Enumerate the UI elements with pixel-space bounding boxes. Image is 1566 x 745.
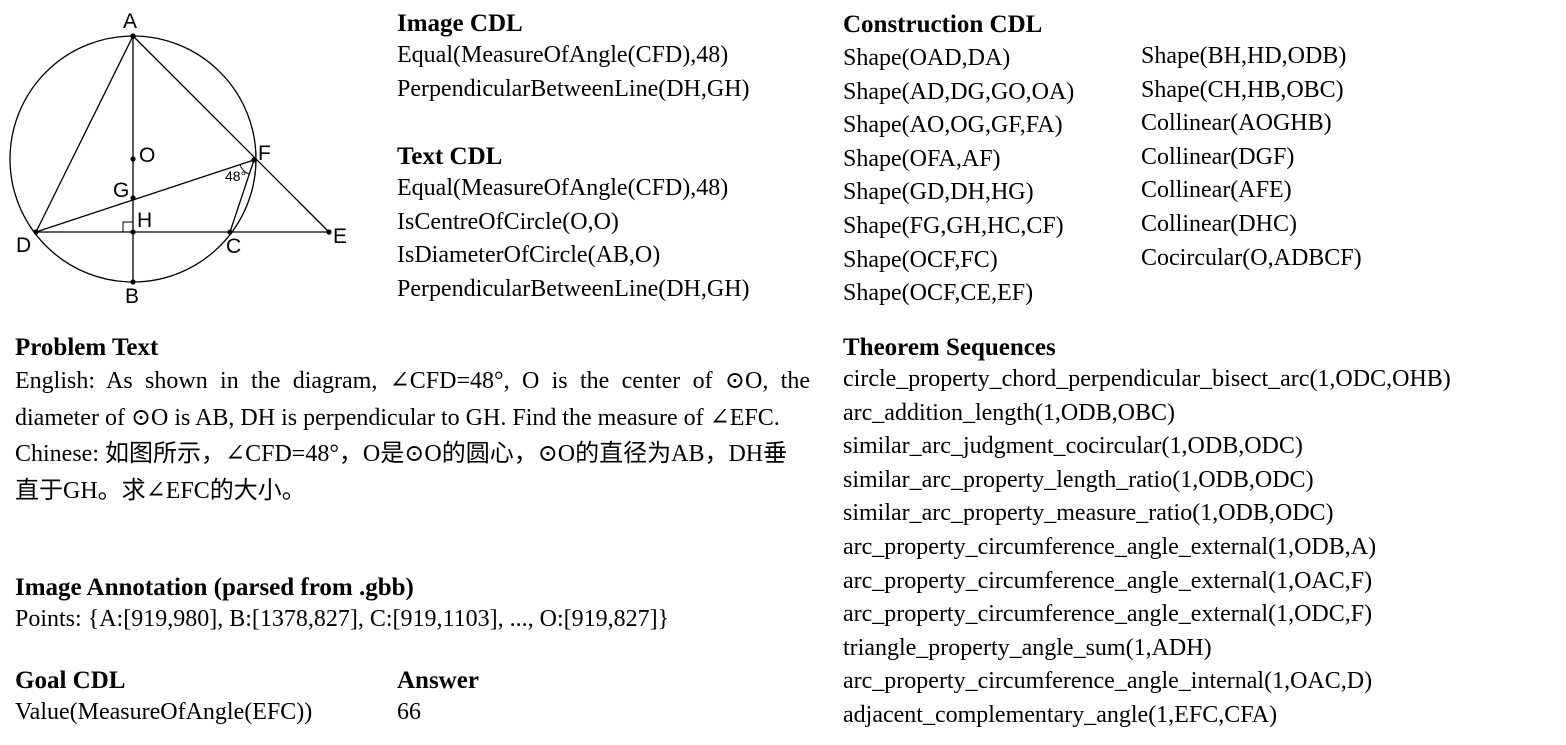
theorem-line: triangle_property_angle_sum(1,ADH) (843, 634, 1212, 661)
text-cdl-section: Text CDL Equal(MeasureOfAngle(CFD),48) I… (397, 142, 750, 306)
point-f (251, 157, 257, 163)
point-o (130, 156, 136, 162)
construction-cdl-line: Shape(GD,DH,HG) (843, 179, 1034, 206)
answer-heading: Answer (397, 667, 479, 694)
angle-label: 48° (225, 168, 246, 184)
problem-text-heading: Problem Text (15, 334, 159, 361)
theorem-line: arc_property_circumference_angle_externa… (843, 567, 1373, 594)
point-e (326, 229, 332, 235)
theorem-sequences-heading: Theorem Sequences (843, 334, 1056, 361)
text-cdl-line: PerpendicularBetweenLine(DH,GH) (397, 275, 750, 302)
segment-ae (132, 35, 330, 233)
construction-cdl-line: Collinear(DHC) (1141, 210, 1297, 237)
construction-cdl-line: Cocircular(O,ADBCF) (1141, 244, 1362, 271)
point-g (130, 195, 136, 201)
goal-cdl-value: Value(MeasureOfAngle(EFC)) (15, 699, 313, 725)
point-b (130, 279, 136, 285)
theorem-sequences-section: Theorem Sequences circle_property_chord_… (843, 333, 1451, 733)
problem-text-english: English: As shown in the diagram, ∠CFD=4… (15, 368, 810, 431)
construction-cdl-line: Collinear(AFE) (1141, 177, 1292, 204)
theorem-line: arc_property_circumference_angle_externa… (843, 533, 1377, 560)
construction-cdl-heading: Construction CDL (843, 10, 1042, 40)
image-annotation-section: Image Annotation (parsed from .gbb) Poin… (15, 573, 669, 637)
geometry-diagram: A B C D E F G H O 48° (9, 10, 347, 308)
theorem-line: arc_addition_length(1,ODB,OBC) (843, 399, 1175, 426)
image-cdl-section: Image CDL Equal(MeasureOfAngle(CFD),48) … (397, 9, 750, 106)
point-c (227, 229, 233, 235)
construction-cdl-line: Shape(FG,GH,HC,CF) (843, 212, 1064, 239)
theorem-line: adjacent_complementary_angle(1,EFC,CFA) (843, 701, 1278, 728)
segment-df (35, 159, 255, 233)
label-b: B (125, 285, 139, 308)
label-f: F (258, 142, 271, 165)
construction-cdl-line: Shape(CH,HB,OBC) (1141, 76, 1344, 103)
text-cdl-line: IsCentreOfCircle(O,O) (397, 208, 619, 235)
label-a: A (123, 10, 137, 33)
theorem-line: arc_property_circumference_angle_externa… (843, 601, 1373, 628)
label-h: H (137, 209, 152, 232)
label-e: E (333, 225, 347, 248)
image-annotation-heading: Image Annotation (parsed from .gbb) (15, 574, 414, 601)
construction-cdl-line: Shape(OAD,DA) (843, 45, 1011, 71)
image-cdl-line: PerpendicularBetweenLine(DH,GH) (397, 75, 750, 102)
angle-arc-cfd (239, 164, 250, 175)
goal-cdl-heading: Goal CDL (15, 667, 126, 694)
construction-cdl-title: Construction CDL (843, 11, 1043, 38)
problem-text-chinese: Chinese: 如图所示，∠CFD=48°，O是⊙O的圆心，⊙O的直径为AB，… (15, 441, 788, 504)
theorem-line: similar_arc_judgment_cocircular(1,ODB,OD… (843, 433, 1303, 460)
image-cdl-heading: Image CDL (397, 10, 523, 37)
construction-cdl-col2: Shape(BH,HD,ODB) Shape(CH,HB,OBC) Collin… (1141, 40, 1362, 275)
construction-cdl-line: Shape(OCF,FC) (843, 246, 998, 273)
construction-cdl-line: Shape(OFA,AF) (843, 145, 1001, 172)
segment-fc (229, 159, 255, 233)
problem-text-section: Problem Text English: As shown in the di… (15, 333, 810, 509)
right-angle-mark (122, 221, 133, 232)
label-d: D (16, 234, 31, 257)
point-d (33, 229, 39, 235)
construction-cdl-line: Shape(AO,OG,GF,FA) (843, 112, 1063, 139)
theorem-line: similar_arc_property_measure_ratio(1,ODB… (843, 500, 1334, 527)
point-h (130, 229, 136, 235)
theorem-line: arc_property_circumference_angle_interna… (843, 668, 1373, 695)
image-cdl-line: Equal(MeasureOfAngle(CFD),48) (397, 42, 729, 68)
construction-cdl-line: Collinear(DGF) (1141, 143, 1295, 170)
segment-ad (35, 35, 134, 233)
text-cdl-line: IsDiameterOfCircle(AB,O) (397, 242, 661, 269)
answer-value: 66 (397, 699, 421, 725)
construction-cdl-line: Shape(OCF,CE,EF) (843, 280, 1034, 307)
construction-cdl-line: Shape(BH,HD,ODB) (1141, 43, 1347, 69)
point-a (130, 33, 136, 39)
image-annotation-text: Points: {A:[919,980], B:[1378,827], C:[9… (15, 606, 670, 632)
answer-section: Answer 66 (397, 666, 479, 730)
label-o: O (139, 144, 155, 167)
construction-cdl-line: Collinear(AOGHB) (1141, 110, 1332, 137)
label-c: C (226, 235, 241, 258)
goal-cdl-section: Goal CDL Value(MeasureOfAngle(EFC)) (15, 666, 312, 730)
text-cdl-heading: Text CDL (397, 143, 503, 170)
construction-cdl-col1: Shape(OAD,DA) Shape(AD,DG,GO,OA) Shape(A… (843, 42, 1074, 311)
label-g: G (113, 179, 129, 202)
text-cdl-line: Equal(MeasureOfAngle(CFD),48) (397, 175, 729, 201)
theorem-line: circle_property_chord_perpendicular_bise… (843, 366, 1451, 392)
theorem-line: similar_arc_property_length_ratio(1,ODB,… (843, 466, 1314, 493)
construction-cdl-line: Shape(AD,DG,GO,OA) (843, 78, 1075, 105)
